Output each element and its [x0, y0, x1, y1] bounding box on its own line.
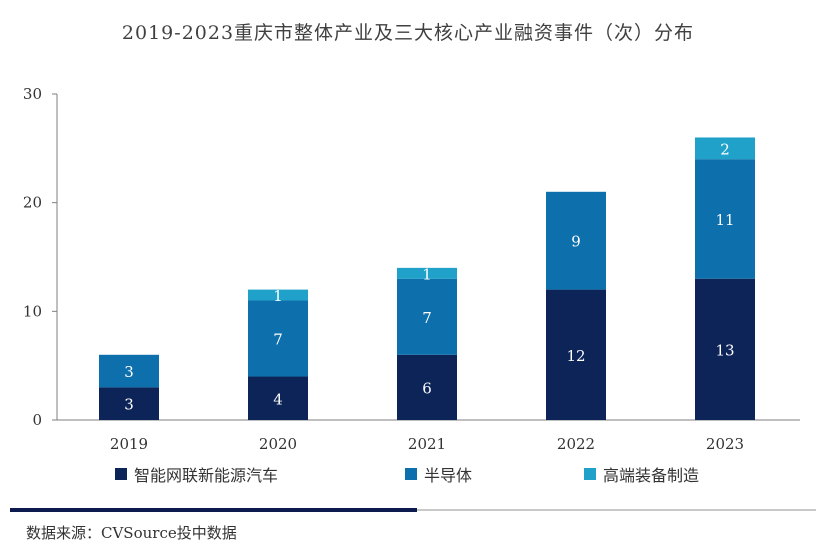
legend-item-ev: 智能网联新能源汽车 — [115, 462, 278, 486]
bar-segment — [695, 159, 755, 279]
bar-segment — [248, 376, 308, 420]
data-label: 3 — [124, 363, 134, 381]
x-tick-label: 2022 — [557, 435, 595, 453]
data-label: 3 — [124, 396, 134, 414]
legend-swatch-semiconductor — [405, 468, 417, 480]
footer-divider-dark — [10, 508, 417, 512]
legend-label-semiconductor: 半导体 — [424, 466, 473, 485]
bar-segment — [546, 191, 606, 290]
y-tick-label: 30 — [23, 85, 42, 103]
y-tick-label: 10 — [23, 302, 42, 320]
bar-segment — [248, 300, 308, 377]
x-tick-label: 2019 — [110, 435, 148, 453]
data-label: 6 — [422, 379, 432, 397]
source-note: 数据来源：CVSource投中数据 — [26, 524, 237, 542]
y-tick-label: 20 — [23, 194, 42, 212]
legend-swatch-equipment — [584, 468, 596, 480]
data-label: 1 — [422, 265, 432, 283]
data-label: 9 — [571, 233, 581, 251]
legend-label-equipment: 高端装备制造 — [603, 466, 700, 485]
legend-item-equipment: 高端装备制造 — [584, 462, 699, 486]
bar-segment — [695, 278, 755, 420]
y-tick-label: 0 — [32, 411, 42, 429]
bar-segment — [99, 354, 159, 388]
x-tick-label: 2023 — [706, 435, 744, 453]
data-label: 2 — [720, 140, 730, 158]
bar-segment — [248, 289, 308, 301]
data-label: 7 — [422, 309, 432, 327]
bar-segment — [397, 278, 457, 355]
bar-segment — [397, 267, 457, 279]
legend-label-ev: 智能网联新能源汽车 — [134, 466, 279, 485]
legend-swatch-ev — [115, 468, 127, 480]
data-label: 4 — [273, 390, 283, 408]
data-label: 7 — [273, 331, 283, 349]
bar-segment — [695, 137, 755, 160]
x-tick-label: 2021 — [408, 435, 446, 453]
legend-item-semiconductor: 半导体 — [405, 462, 472, 486]
x-tick-label: 2020 — [259, 435, 297, 453]
bar-segment — [99, 387, 159, 420]
legend: 智能网联新能源汽车 半导体 高端装备制造 — [115, 462, 815, 486]
bar-segment — [397, 354, 457, 420]
bar-segment — [546, 289, 606, 420]
footer-divider-light — [417, 509, 816, 511]
data-label: 12 — [566, 347, 585, 365]
data-label: 1 — [273, 287, 283, 305]
data-label: 11 — [715, 211, 734, 229]
chart-title: 2019-2023重庆市整体产业及三大核心产业融资事件（次）分布 — [121, 22, 695, 44]
data-label: 13 — [715, 341, 734, 359]
bar-chart: 0 10 20 30 3 3 2019 4 7 1 2020 6 7 1 2021 12 9 2022 13 11 2 2… — [23, 85, 800, 453]
